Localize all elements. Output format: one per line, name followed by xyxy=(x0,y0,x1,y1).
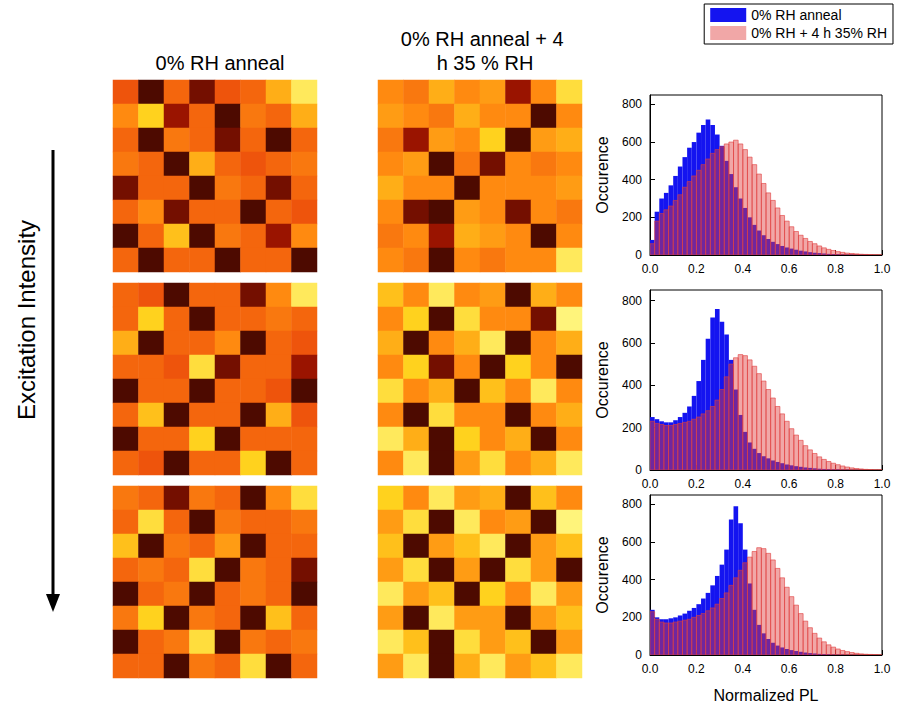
svg-text:0% RH anneal: 0% RH anneal xyxy=(751,7,841,23)
svg-text:Occurence: Occurence xyxy=(594,136,611,213)
svg-text:800: 800 xyxy=(622,97,642,111)
svg-text:0.4: 0.4 xyxy=(734,262,751,276)
svg-text:800: 800 xyxy=(622,294,642,308)
svg-text:0.0: 0.0 xyxy=(642,262,659,276)
svg-text:0.0: 0.0 xyxy=(642,477,659,491)
svg-text:0.2: 0.2 xyxy=(688,662,705,676)
svg-text:400: 400 xyxy=(622,573,642,587)
svg-text:800: 800 xyxy=(622,497,642,511)
svg-text:0: 0 xyxy=(635,463,642,477)
svg-text:0: 0 xyxy=(635,648,642,662)
svg-text:0.6: 0.6 xyxy=(781,477,798,491)
svg-text:400: 400 xyxy=(622,378,642,392)
svg-text:0.8: 0.8 xyxy=(827,262,844,276)
svg-text:Occurence: Occurence xyxy=(594,341,611,418)
svg-text:0.2: 0.2 xyxy=(688,477,705,491)
svg-text:0.4: 0.4 xyxy=(734,477,751,491)
svg-text:0% RH anneal: 0% RH anneal xyxy=(156,52,285,74)
svg-text:0.2: 0.2 xyxy=(688,262,705,276)
svg-text:600: 600 xyxy=(622,336,642,350)
svg-text:0.4: 0.4 xyxy=(734,662,751,676)
svg-text:1.0: 1.0 xyxy=(874,662,891,676)
svg-text:600: 600 xyxy=(622,135,642,149)
svg-text:200: 200 xyxy=(622,421,642,435)
svg-text:Excitation Intensity: Excitation Intensity xyxy=(13,220,40,420)
svg-text:1.0: 1.0 xyxy=(874,262,891,276)
svg-text:0: 0 xyxy=(635,248,642,262)
svg-text:400: 400 xyxy=(622,173,642,187)
svg-text:600: 600 xyxy=(622,535,642,549)
svg-text:0% RH + 4 h 35% RH: 0% RH + 4 h 35% RH xyxy=(751,25,887,41)
svg-text:0.6: 0.6 xyxy=(781,662,798,676)
svg-text:200: 200 xyxy=(622,210,642,224)
svg-text:0% RH anneal + 4: 0% RH anneal + 4 xyxy=(401,28,569,50)
svg-text:0.0: 0.0 xyxy=(642,662,659,676)
svg-text:0.8: 0.8 xyxy=(827,477,844,491)
svg-text:h 35 % RH: h 35 % RH xyxy=(437,52,534,74)
svg-text:Occurence: Occurence xyxy=(594,536,611,613)
svg-text:200: 200 xyxy=(622,610,642,624)
svg-text:0.6: 0.6 xyxy=(781,262,798,276)
svg-text:1.0: 1.0 xyxy=(874,477,891,491)
svg-text:0.8: 0.8 xyxy=(827,662,844,676)
svg-text:Normalized PL: Normalized PL xyxy=(714,687,819,704)
